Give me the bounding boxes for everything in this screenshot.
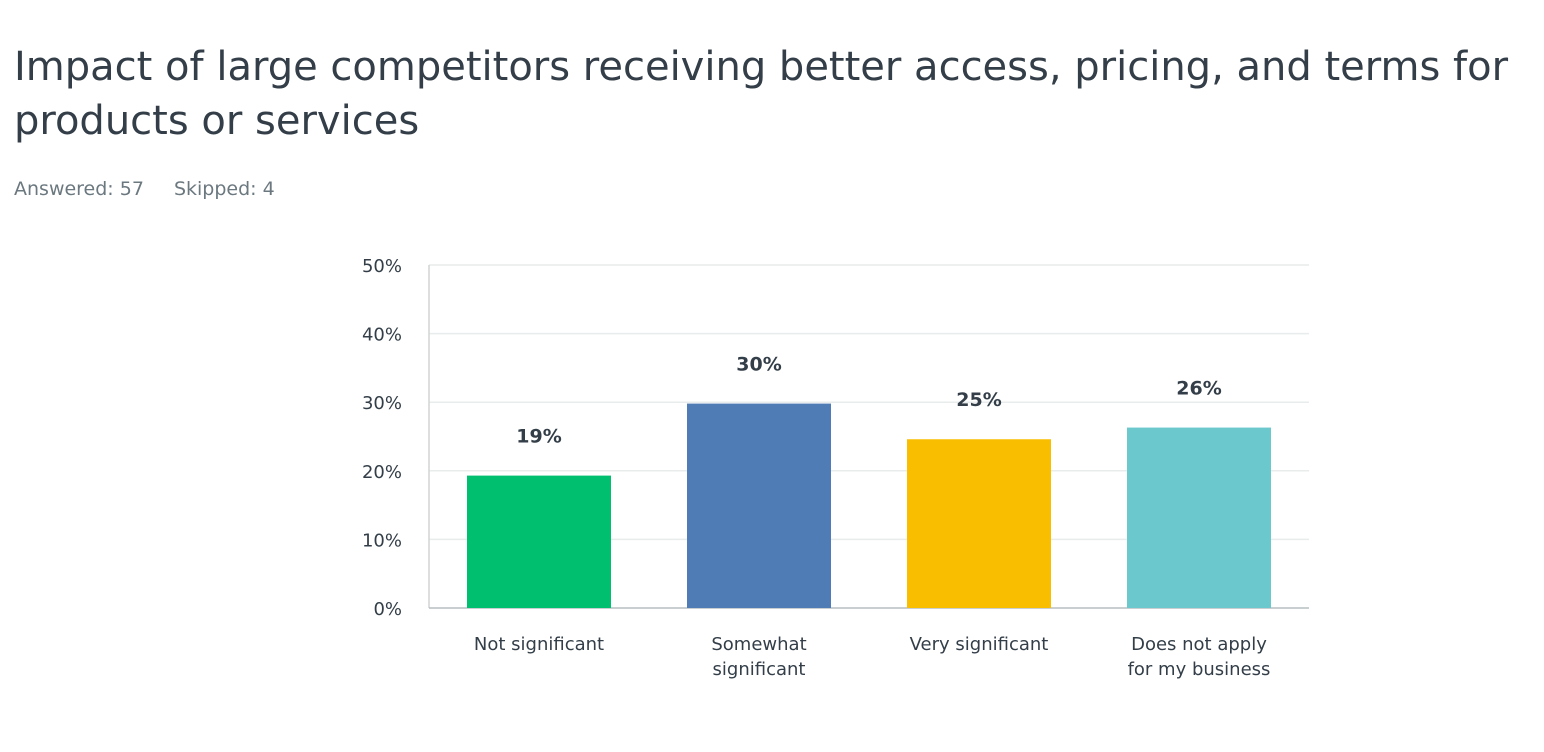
category-label: Does not apply for my business (1128, 634, 1271, 680)
category-label: Very significant (910, 634, 1049, 655)
data-label: 19% (516, 426, 561, 448)
bar (467, 475, 611, 608)
bars (467, 403, 1271, 608)
y-tick-label: 20% (362, 462, 402, 483)
category-label-line: Not significant (474, 634, 604, 655)
category-label-line: Somewhat (711, 634, 806, 655)
category-label: Somewhat significant (711, 634, 806, 680)
bar (907, 439, 1051, 608)
y-tick-label: 0% (373, 599, 402, 620)
y-tick-label: 50% (362, 256, 402, 277)
category-label-line: for my business (1128, 659, 1271, 680)
y-tick-label: 40% (362, 325, 402, 346)
category-label-line: significant (713, 659, 806, 680)
category-label-line: Does not apply (1131, 634, 1267, 655)
category-label-line: Very significant (910, 634, 1049, 655)
data-label: 25% (956, 389, 1001, 411)
data-label: 30% (736, 354, 781, 376)
labels: 0% 10% 20% 30% 40% 50% 19% Not significant 30% So… (362, 256, 1270, 680)
bar (1127, 427, 1271, 608)
response-stats: Answered: 57 Skipped: 4 (14, 178, 275, 200)
y-tick-label: 30% (362, 393, 402, 414)
question-title: Impact of large competitors receiving be… (14, 44, 1509, 144)
data-label: 26% (1176, 378, 1221, 400)
skipped-count: Skipped: 4 (173, 178, 275, 200)
bar (687, 403, 831, 608)
y-tick-label: 10% (362, 530, 402, 551)
answered-count: Answered: 57 (14, 178, 144, 200)
category-label: Not significant (474, 634, 604, 655)
